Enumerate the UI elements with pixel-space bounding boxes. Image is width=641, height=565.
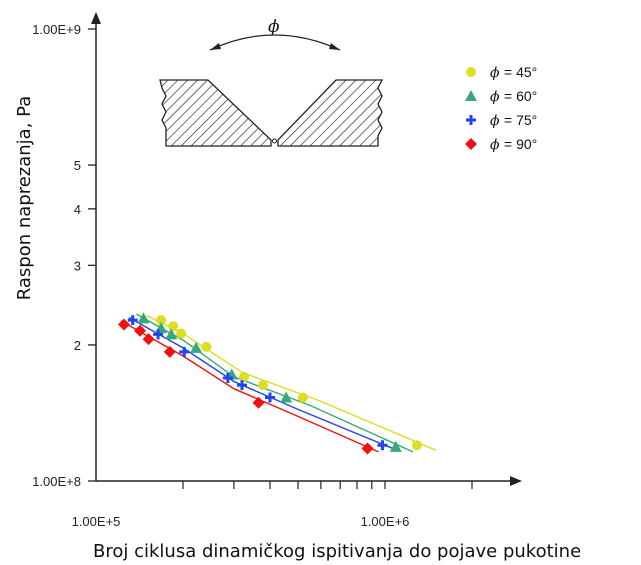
x-axis-title: Broj ciklusa dinamičkog ispitivanja do p… — [93, 541, 581, 562]
x-axis-arrow-icon — [510, 476, 522, 486]
legend: ϕ = 45° ϕ = 60° ϕ = 75° ϕ = 90° — [465, 64, 537, 153]
x-tick-label-0: 1.00E+5 — [72, 514, 121, 529]
point-series-0-2 — [176, 328, 187, 339]
legend-marker-2 — [466, 115, 476, 125]
legend-label-0: ϕ = 45° — [490, 64, 537, 81]
point-series-2-5 — [264, 392, 275, 403]
fit-line-series-2 — [128, 316, 398, 451]
point-series-0-3 — [201, 341, 212, 352]
legend-label-1: ϕ = 60° — [490, 88, 537, 105]
point-series-0-4 — [238, 371, 249, 382]
point-series-0-6 — [297, 392, 308, 403]
angle-arrow-right — [329, 43, 340, 50]
point-series-0-5 — [257, 380, 268, 391]
point-series-2-3 — [222, 372, 233, 383]
legend-marker-0 — [466, 67, 476, 77]
point-series-1-2 — [165, 328, 178, 340]
y-tick-label-0: 1.00E+9 — [32, 22, 81, 37]
y-tick-label-5: 1.00E+8 — [32, 474, 81, 489]
point-series-3-4 — [252, 396, 265, 409]
legend-label-3: ϕ = 90° — [490, 136, 537, 153]
angle-arc — [209, 34, 341, 51]
point-series-1-0 — [137, 312, 150, 324]
root-point — [272, 138, 277, 144]
plate-right — [277, 79, 384, 147]
point-series-3-1 — [134, 324, 147, 337]
point-series-0-1 — [168, 321, 179, 332]
point-series-2-4 — [236, 380, 247, 391]
x-tick-label-1: 1.00E+6 — [361, 514, 410, 529]
weld-groove-diagram: ϕ — [159, 17, 384, 147]
point-series-1-6 — [389, 440, 402, 452]
y-tick-label-3: 3 — [74, 258, 81, 273]
legend-marker-3 — [465, 138, 477, 150]
point-series-2-2 — [179, 346, 190, 357]
y-axis-arrow-icon — [91, 12, 101, 24]
y-tick-label-4: 2 — [74, 338, 81, 353]
point-series-1-3 — [190, 341, 203, 353]
point-series-3-2 — [142, 333, 155, 346]
legend-marker-1 — [465, 90, 477, 101]
y-tick-label-2: 4 — [74, 202, 81, 217]
point-series-2-0 — [127, 315, 138, 326]
point-series-2-1 — [153, 329, 164, 340]
fit-line-series-3 — [120, 320, 379, 453]
point-series-2-6 — [377, 440, 388, 451]
point-series-3-0 — [118, 318, 131, 331]
point-series-3-3 — [163, 345, 176, 358]
point-series-0-7 — [411, 440, 422, 451]
point-series-0-0 — [156, 315, 167, 326]
data-points — [118, 312, 422, 455]
legend-label-2: ϕ = 75° — [490, 112, 537, 129]
y-ticks: 1.00E+9 5 4 3 2 1.00E+8 — [32, 22, 96, 489]
plate-left — [159, 79, 272, 147]
axes: 1.00E+9 5 4 3 2 1.00E+8 1.00E+5 1.00E+6 — [32, 12, 522, 529]
angle-symbol: ϕ — [268, 17, 280, 37]
x-ticks: 1.00E+5 1.00E+6 — [72, 481, 473, 529]
point-series-3-5 — [361, 442, 374, 455]
y-axis-title: Raspon naprezanja, Pa — [14, 96, 35, 300]
y-tick-label-1: 5 — [74, 158, 81, 173]
point-series-1-5 — [280, 391, 293, 403]
fit-line-series-0 — [146, 315, 437, 451]
angle-arrow-left — [210, 43, 221, 50]
